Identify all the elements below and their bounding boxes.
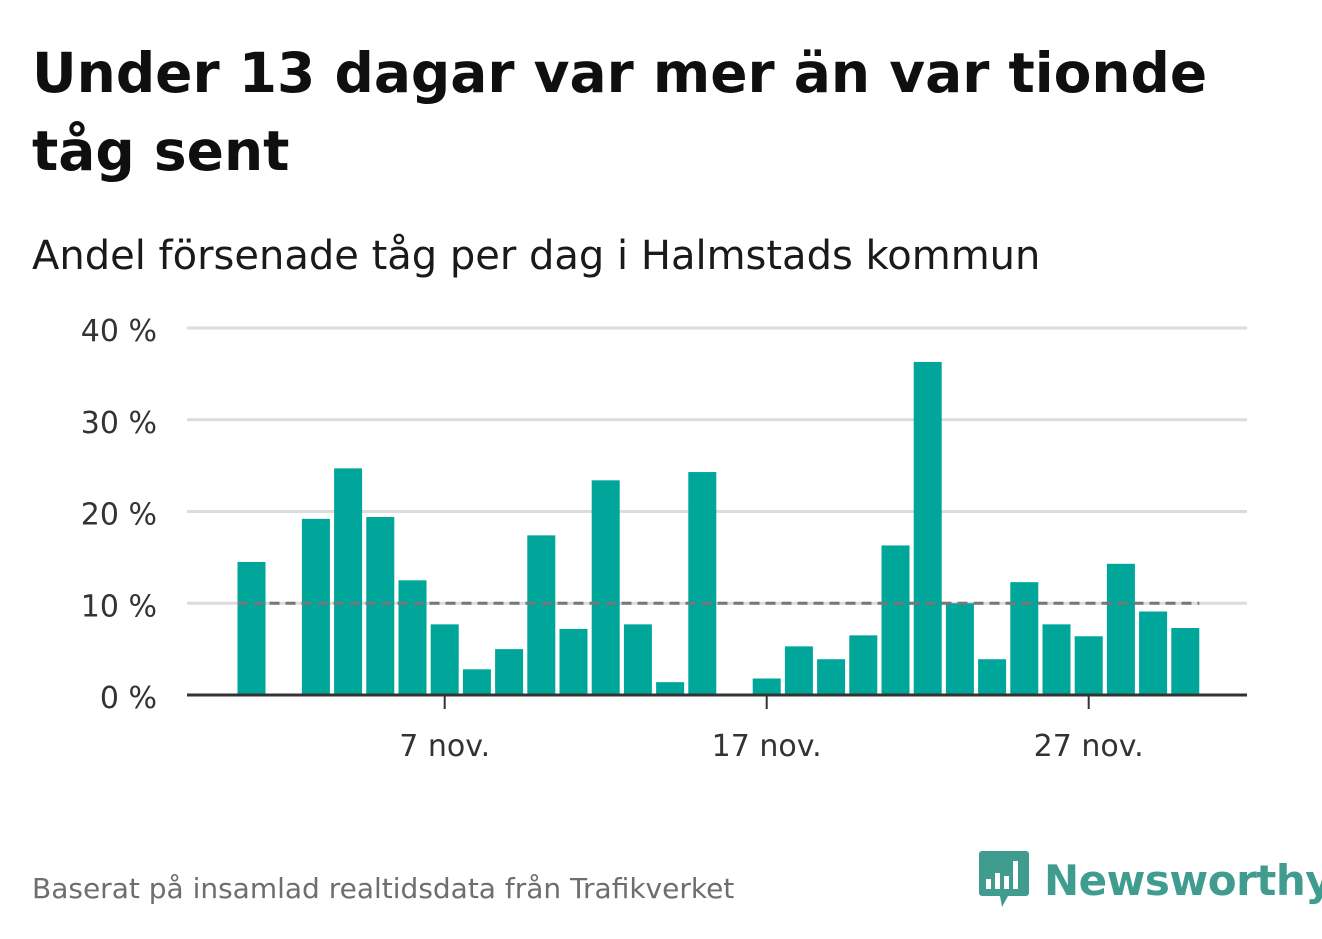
bar-nov-23 [945, 603, 974, 695]
x-tick-label: 17 nov. [712, 729, 822, 764]
bar-nov-1 [237, 561, 266, 695]
bar-nov-6 [398, 580, 427, 695]
bar-nov-13 [623, 624, 652, 695]
bar-nov-20 [849, 635, 878, 695]
x-axis [187, 693, 1247, 709]
bar-nov-17 [752, 678, 781, 695]
bar-nov-19 [817, 659, 846, 695]
bar-nov-27 [1074, 636, 1103, 695]
chart-subtitle: Andel försenade tåg per dag i Halmstads … [32, 233, 1041, 279]
y-tick-label: 20 % [81, 498, 157, 533]
source-note: Baserat på insamlad realtidsdata från Tr… [32, 872, 735, 905]
bar-nov-11 [559, 628, 588, 695]
y-tick-label: 30 % [81, 406, 157, 441]
bar-nov-9 [495, 649, 524, 695]
bar-nov-3 [301, 518, 330, 695]
bar-nov-28 [1106, 563, 1135, 695]
bar-nov-18 [784, 646, 813, 695]
bar-nov-4 [334, 468, 363, 695]
y-tick-label: 10 % [81, 589, 157, 624]
x-tick-label: 7 nov. [399, 729, 490, 764]
bar-nov-26 [1042, 624, 1071, 695]
bar-nov-12 [591, 480, 620, 695]
x-axis-labels: 7 nov. 17 nov. 27 nov. [399, 729, 1143, 764]
bars [237, 361, 1200, 695]
newsworthy-logo-icon [979, 851, 1029, 907]
bar-nov-15 [688, 472, 717, 695]
bar-nov-5 [366, 517, 395, 695]
chart-title: Under 13 dagar var mer än var tionde tåg… [32, 41, 1208, 183]
x-tick-label: 27 nov. [1034, 729, 1144, 764]
y-tick-label: 40 % [81, 314, 157, 349]
bar-nov-25 [1010, 582, 1039, 695]
bar-nov-21 [881, 545, 910, 695]
y-axis-labels: 0 % 10 % 20 % 30 % 40 % [81, 314, 157, 716]
bar-nov-29 [1139, 611, 1168, 695]
bar-nov-8 [462, 669, 491, 695]
y-tick-label: 0 % [100, 681, 157, 716]
newsworthy-logo: Newsworthy [978, 848, 1322, 912]
bar-nov-22 [913, 361, 942, 695]
bar-nov-10 [527, 535, 556, 695]
bar-chart: 0 % 10 % 20 % 30 % 40 % 7 nov. 17 nov. 27 nov. [81, 314, 1247, 764]
bar-nov-14 [656, 682, 685, 695]
bar-nov-24 [978, 659, 1007, 695]
bar-nov-30 [1171, 628, 1200, 695]
brand-name: Newsworthy [1044, 855, 1322, 905]
bar-nov-7 [430, 624, 459, 695]
